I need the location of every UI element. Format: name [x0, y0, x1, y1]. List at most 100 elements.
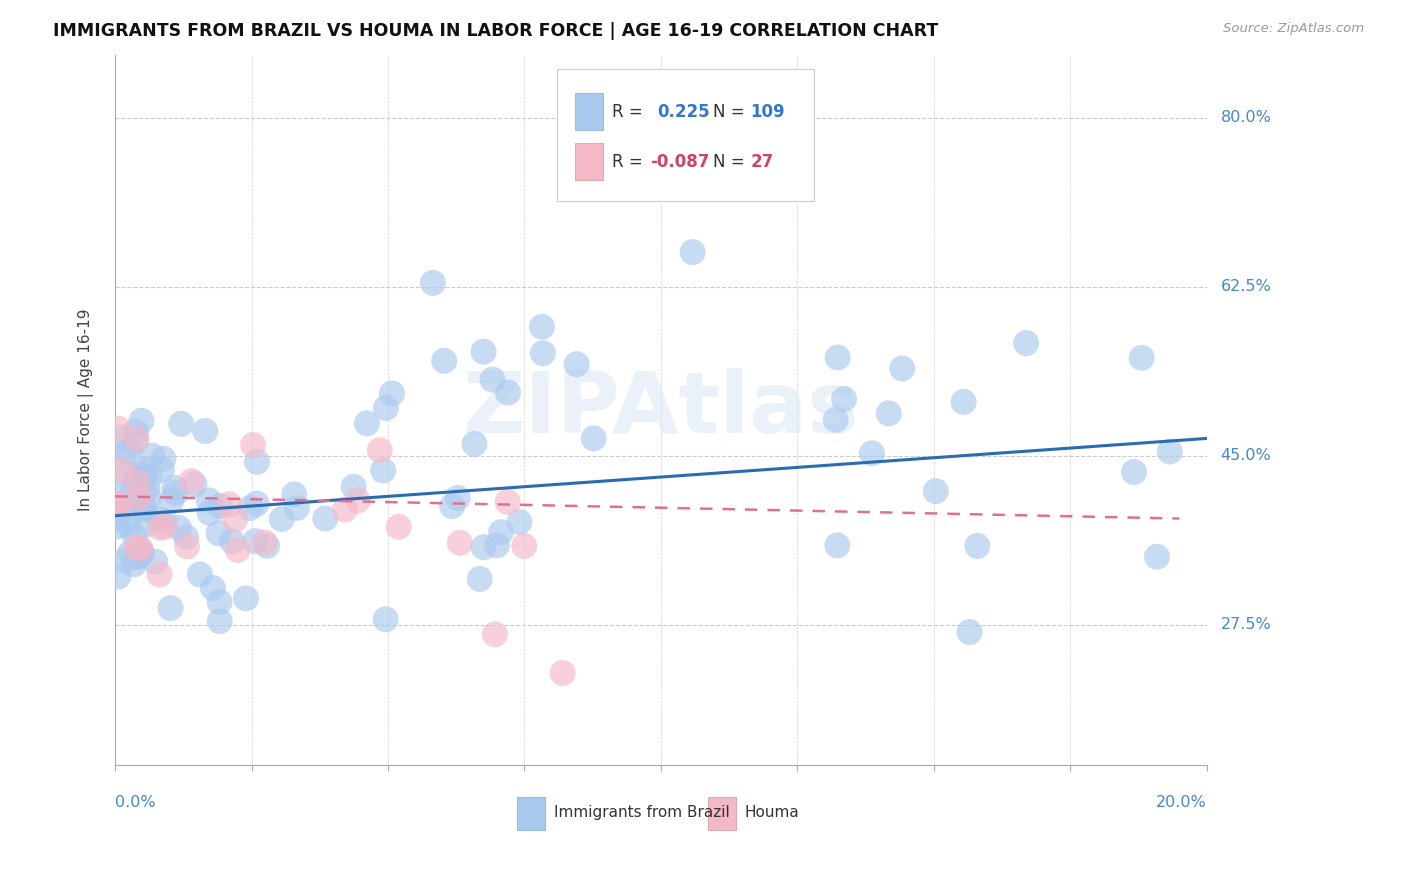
Text: N =: N =: [713, 153, 745, 170]
Point: [509, 515, 531, 529]
Point: [551, 666, 574, 681]
Text: 0.225: 0.225: [658, 103, 710, 121]
Point: [110, 430, 132, 444]
Point: [131, 414, 153, 428]
Point: [481, 373, 503, 387]
Point: [124, 529, 146, 543]
Point: [152, 451, 174, 466]
Point: [198, 493, 221, 508]
Text: 45.0%: 45.0%: [1220, 449, 1271, 463]
Point: [283, 487, 305, 501]
Text: -0.087: -0.087: [650, 153, 710, 170]
Point: [165, 486, 187, 500]
Point: [125, 541, 148, 555]
Point: [153, 514, 176, 528]
FancyBboxPatch shape: [517, 797, 546, 830]
Point: [682, 245, 704, 260]
Text: 27.5%: 27.5%: [1220, 617, 1271, 632]
Point: [125, 425, 148, 439]
Point: [209, 499, 232, 513]
Point: [226, 543, 249, 558]
Point: [131, 471, 153, 485]
Point: [159, 601, 181, 615]
Point: [827, 538, 849, 552]
Point: [188, 567, 211, 582]
Point: [134, 501, 156, 516]
Point: [1123, 465, 1146, 479]
Text: R =: R =: [612, 153, 643, 170]
Point: [132, 502, 155, 516]
Point: [531, 346, 554, 360]
Point: [176, 540, 198, 554]
Point: [824, 413, 846, 427]
Point: [388, 520, 411, 534]
Point: [530, 319, 553, 334]
Text: Immigrants from Brazil: Immigrants from Brazil: [554, 805, 730, 820]
Point: [485, 538, 508, 552]
Point: [1015, 336, 1038, 351]
Point: [242, 438, 264, 452]
Point: [180, 474, 202, 488]
Point: [891, 361, 914, 376]
Point: [131, 547, 153, 561]
Point: [125, 432, 148, 446]
FancyBboxPatch shape: [575, 94, 603, 130]
Point: [952, 395, 974, 409]
Point: [235, 591, 257, 606]
Point: [129, 490, 152, 504]
Point: [163, 481, 186, 495]
Point: [468, 572, 491, 586]
Point: [115, 467, 138, 482]
Point: [860, 446, 883, 460]
Point: [1159, 444, 1181, 458]
Point: [160, 494, 183, 508]
Point: [959, 625, 981, 640]
Point: [371, 463, 394, 477]
Point: [141, 449, 163, 463]
Point: [270, 512, 292, 526]
Point: [138, 491, 160, 505]
Point: [565, 357, 588, 371]
Point: [433, 353, 456, 368]
Point: [484, 627, 506, 641]
Point: [246, 497, 269, 511]
Point: [827, 351, 849, 365]
Point: [114, 553, 136, 567]
Point: [118, 546, 141, 560]
Point: [256, 539, 278, 553]
Text: 27: 27: [751, 153, 773, 170]
Point: [118, 519, 141, 533]
Point: [139, 470, 162, 484]
Point: [496, 495, 519, 509]
Point: [134, 462, 156, 476]
Point: [314, 511, 336, 525]
Point: [131, 545, 153, 559]
Point: [239, 501, 262, 516]
Point: [472, 344, 495, 359]
Point: [107, 519, 129, 533]
Point: [463, 437, 485, 451]
Point: [143, 555, 166, 569]
Point: [218, 497, 240, 511]
Point: [128, 467, 150, 481]
Point: [107, 488, 129, 502]
Point: [198, 506, 221, 520]
Text: ZIPAtlas: ZIPAtlas: [463, 368, 859, 451]
Point: [122, 558, 145, 572]
Y-axis label: In Labor Force | Age 16-19: In Labor Force | Age 16-19: [79, 309, 94, 511]
Point: [441, 499, 464, 513]
Point: [149, 521, 172, 535]
Point: [877, 406, 900, 420]
Point: [966, 539, 988, 553]
Point: [925, 484, 948, 499]
Point: [170, 417, 193, 431]
Point: [245, 534, 267, 549]
Point: [128, 549, 150, 564]
Point: [356, 417, 378, 431]
Point: [174, 530, 197, 544]
Point: [253, 535, 276, 549]
Point: [374, 401, 396, 415]
Text: Houma: Houma: [745, 805, 800, 820]
Point: [127, 494, 149, 508]
Point: [368, 443, 391, 458]
